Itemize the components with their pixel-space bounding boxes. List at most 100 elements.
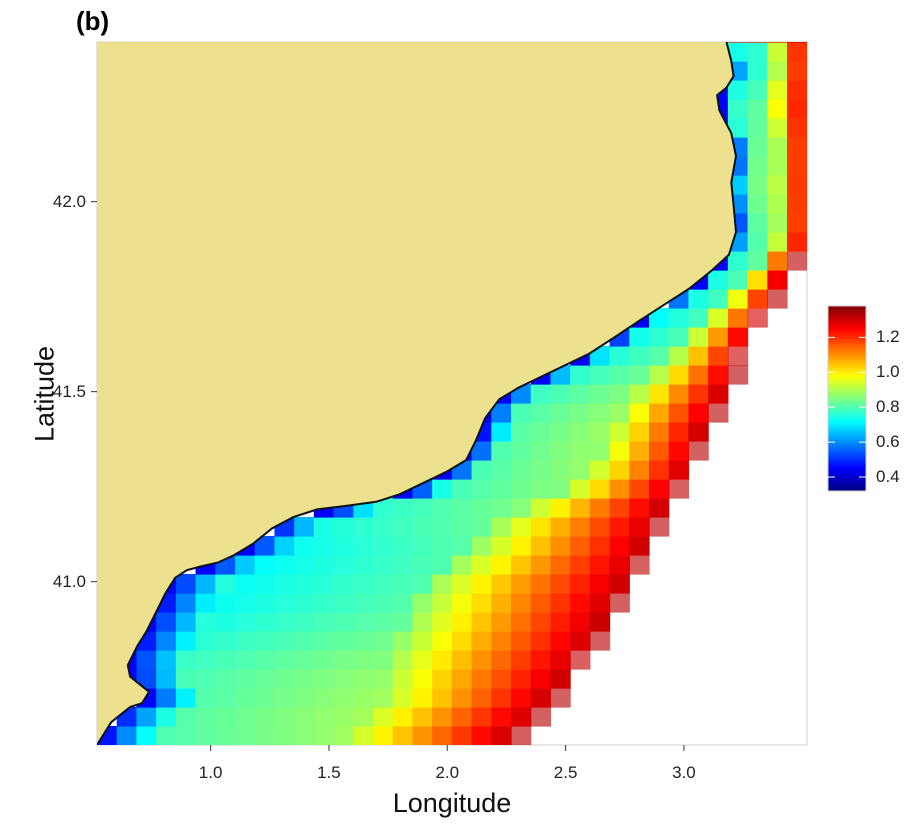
heatmap-cell	[530, 536, 552, 556]
heatmap-cell	[629, 555, 650, 575]
heatmap-cell	[353, 612, 374, 632]
heatmap-cell	[333, 669, 354, 689]
heatmap-cell	[412, 498, 433, 518]
colorbar-tick-label: 0.6	[876, 432, 900, 452]
heatmap-cell	[373, 517, 394, 537]
heatmap-cell	[294, 536, 315, 556]
heatmap-cell	[373, 555, 394, 575]
heatmap-cell	[530, 631, 552, 651]
heatmap-cell	[235, 688, 256, 708]
heatmap-cell	[570, 441, 591, 461]
heatmap-cell	[451, 593, 473, 613]
heatmap-cell	[175, 42, 197, 43]
heatmap-cell	[392, 688, 414, 708]
heatmap-cell	[313, 555, 335, 575]
heatmap-cell	[412, 707, 433, 727]
heatmap-cell	[609, 555, 630, 575]
heatmap-cell	[215, 631, 236, 651]
heatmap-cell	[333, 536, 354, 556]
heatmap-cell	[511, 593, 532, 613]
heatmap-cell	[353, 517, 374, 537]
heatmap-cell	[570, 574, 591, 594]
heatmap-cell	[530, 517, 552, 537]
heatmap-cell	[235, 612, 256, 632]
heatmap-cell	[708, 289, 729, 309]
heatmap-cell	[787, 118, 807, 138]
heatmap-cell	[373, 688, 394, 708]
heatmap-cell	[787, 251, 807, 271]
heatmap-cell	[747, 175, 768, 195]
heatmap-cell	[432, 555, 453, 575]
colorbar-tick-label: 1.0	[876, 362, 900, 382]
heatmap-cell	[491, 422, 512, 442]
heatmap-cell	[235, 555, 256, 575]
heatmap-cell	[511, 669, 532, 689]
heatmap-cell	[589, 612, 611, 632]
heatmap-cell	[688, 441, 709, 461]
heatmap-cell	[353, 688, 374, 708]
heatmap-cell	[511, 726, 532, 745]
heatmap-cell	[550, 441, 571, 461]
heatmap-cell	[491, 479, 512, 499]
heatmap-cell	[294, 574, 315, 594]
heatmap-cell	[570, 403, 591, 423]
heatmap-cell	[511, 498, 532, 518]
heatmap-cell	[609, 536, 630, 556]
heatmap-cell	[373, 593, 394, 613]
heatmap-cell	[156, 42, 177, 43]
heatmap-cell	[767, 175, 788, 195]
heatmap-cell	[353, 650, 374, 670]
heatmap-cell	[313, 669, 335, 689]
heatmap-cell	[491, 707, 512, 727]
heatmap-cell	[649, 422, 670, 442]
heatmap-cell	[451, 707, 473, 727]
heatmap-cell	[550, 536, 571, 556]
heatmap-cell	[451, 726, 473, 745]
heatmap-cell	[530, 707, 552, 727]
heatmap-cell	[471, 726, 492, 745]
heatmap-cell	[313, 726, 335, 745]
heatmap-cell	[629, 517, 650, 537]
heatmap-cell	[175, 726, 197, 745]
heatmap-cell	[747, 308, 768, 328]
heatmap-cell	[649, 384, 670, 404]
heatmap-cell	[471, 669, 492, 689]
heatmap-cell	[550, 593, 571, 613]
heatmap-cell	[767, 194, 788, 214]
heatmap-cell	[629, 403, 650, 423]
heatmap-cell	[609, 42, 630, 43]
heatmap-cell	[156, 631, 177, 651]
heatmap-cell	[156, 726, 177, 745]
heatmap-cell	[491, 612, 512, 632]
heatmap-cell	[491, 517, 512, 537]
heatmap-cell	[451, 498, 473, 518]
heatmap-cell	[274, 669, 295, 689]
heatmap-cell	[727, 327, 749, 347]
heatmap-cell	[215, 42, 236, 43]
heatmap-cell	[294, 517, 315, 537]
heatmap-cell	[570, 612, 591, 632]
heatmap-cell	[747, 232, 768, 252]
heatmap-cell	[787, 99, 807, 119]
heatmap-cell	[708, 365, 729, 385]
x-tick-label: 3.0	[672, 763, 696, 782]
heatmap-cell	[274, 42, 295, 43]
heatmap-cell	[313, 688, 335, 708]
heatmap-cell	[688, 384, 709, 404]
heatmap-cell	[412, 669, 433, 689]
heatmap-cell	[274, 688, 295, 708]
heatmap-cell	[235, 650, 256, 670]
heatmap-cell	[471, 707, 492, 727]
heatmap-cell	[787, 213, 807, 233]
land-area	[97, 42, 736, 745]
heatmap-cell	[392, 593, 414, 613]
heatmap-cell	[727, 42, 749, 62]
heatmap-cell	[392, 726, 414, 745]
heatmap-cell	[609, 422, 630, 442]
heatmap-cell	[215, 669, 236, 689]
heatmap-cell	[432, 593, 453, 613]
heatmap-cell	[649, 327, 670, 347]
heatmap-cell	[767, 137, 788, 157]
